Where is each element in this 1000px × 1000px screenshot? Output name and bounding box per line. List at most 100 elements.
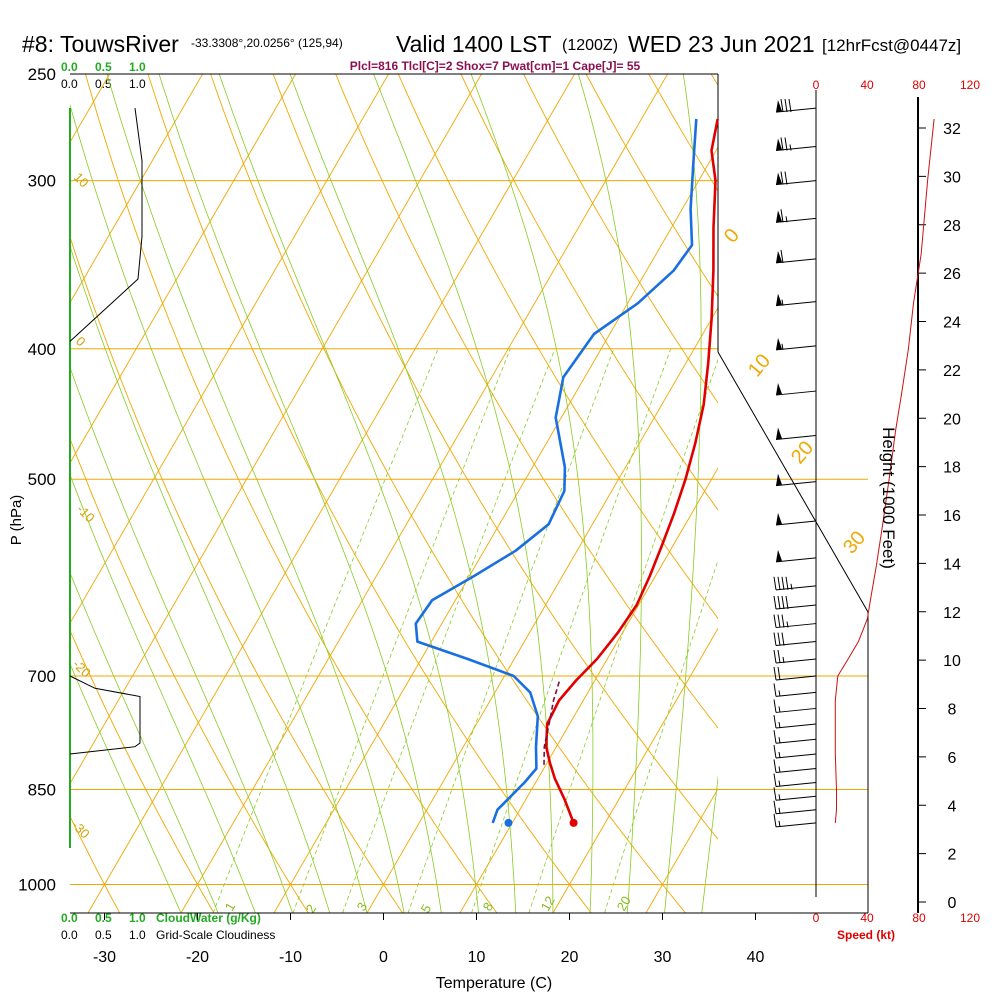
cloud-scale-label: 0.0 bbox=[61, 77, 78, 91]
barb-shaft bbox=[775, 557, 817, 563]
barb-half-feather bbox=[781, 343, 784, 350]
wind-barb bbox=[775, 337, 817, 351]
dry-adiabat-label: 0 bbox=[73, 334, 89, 350]
barb-pennant bbox=[776, 293, 782, 306]
moist-adiabat-line bbox=[218, 74, 479, 913]
isotherm-line bbox=[70, 74, 296, 464]
barb-feather bbox=[773, 787, 777, 801]
barb-shaft bbox=[775, 585, 817, 591]
barb-feather bbox=[781, 632, 785, 646]
barb-shaft bbox=[775, 822, 817, 828]
mixing-ratio-line bbox=[604, 559, 718, 913]
barb-feather bbox=[780, 171, 784, 185]
isotherm-line bbox=[832, 74, 1000, 913]
zulu-time: (1200Z) bbox=[562, 37, 618, 54]
barb-half-feather bbox=[778, 690, 781, 697]
cloudiness-line bbox=[69, 675, 141, 755]
dry-adiabat-line bbox=[70, 815, 121, 913]
wind-barb bbox=[773, 773, 817, 788]
wind-barb bbox=[773, 683, 817, 697]
dry-adiabat-line bbox=[335, 74, 718, 729]
speed-tick-label-bottom: 80 bbox=[912, 911, 926, 925]
barb-feather bbox=[773, 730, 777, 744]
wind-barb bbox=[775, 473, 817, 487]
barb-feather bbox=[773, 714, 777, 729]
temperature-tick-label: -20 bbox=[186, 949, 209, 966]
barb-feather bbox=[773, 759, 777, 773]
barb-shaft bbox=[775, 809, 817, 815]
barb-feather bbox=[788, 98, 792, 113]
cloud-scale-label: 0.5 bbox=[95, 911, 112, 925]
pressure-axis-label: P (hPa) bbox=[8, 495, 25, 546]
station-coords: -33.3308°,20.0256° (125,94) bbox=[191, 36, 343, 50]
dry-adiabat-line bbox=[899, 74, 1000, 913]
isotherm-line bbox=[0, 74, 17, 913]
wind-barb bbox=[775, 209, 817, 223]
speed-tick-label-top: 120 bbox=[960, 78, 980, 92]
mixing-ratio-label: 12 bbox=[538, 893, 558, 913]
temperature-tick-label: -10 bbox=[279, 949, 302, 966]
cloudiness-line bbox=[69, 108, 143, 342]
height-tick-label: 28 bbox=[943, 218, 961, 235]
forecast-info: [12hrFcst@0447z] bbox=[822, 36, 961, 55]
barb-feather bbox=[780, 249, 784, 263]
height-tick-label: 8 bbox=[948, 702, 957, 719]
barb-feather bbox=[785, 595, 789, 610]
barb-shaft bbox=[775, 390, 817, 396]
wind-barb bbox=[775, 171, 817, 186]
pressure-tick-label: 300 bbox=[28, 172, 56, 191]
wind-barb bbox=[775, 427, 817, 441]
barb-shaft bbox=[775, 723, 817, 729]
barb-feather bbox=[773, 744, 777, 759]
moist-adiabat-line bbox=[577, 74, 642, 913]
parcel-info: Plcl=816 Tlcl[C]=2 Shox=7 Pwat[cm]=1 Cap… bbox=[350, 59, 641, 73]
height-tick-label: 20 bbox=[943, 411, 961, 428]
barb-feather bbox=[773, 683, 777, 697]
barb-feather bbox=[781, 595, 785, 610]
temperature-ticks: -30 -20 -10 0 10 20 30 40 bbox=[93, 913, 765, 966]
barb-feather bbox=[780, 98, 784, 113]
height-tick-label: 32 bbox=[943, 121, 961, 138]
barb-pennant bbox=[776, 473, 782, 486]
cloud-scale-label: 0.0 bbox=[61, 911, 78, 925]
mixing-ratio-line bbox=[342, 348, 556, 913]
wind-barb bbox=[775, 549, 817, 563]
temperature-tick-label: 40 bbox=[747, 949, 765, 966]
barb-feather bbox=[780, 137, 784, 151]
wind-barb bbox=[773, 759, 817, 773]
trace-temperature bbox=[544, 118, 719, 824]
wind-barb bbox=[773, 744, 817, 759]
pressure-tick-label: 500 bbox=[28, 470, 56, 489]
moist-adiabat-line bbox=[70, 571, 219, 913]
cloud-scale-label: 1.0 bbox=[129, 60, 146, 74]
wind-barb bbox=[775, 98, 817, 113]
height-axis-label: Height (1000 Feet) bbox=[879, 427, 898, 569]
height-tick-label: 0 bbox=[948, 895, 957, 912]
barb-feather bbox=[780, 209, 784, 223]
pressure-tick-label: 400 bbox=[28, 340, 56, 359]
wind-barb bbox=[773, 649, 817, 664]
height-tick-label: 26 bbox=[943, 266, 961, 283]
trace-parcel bbox=[543, 679, 561, 765]
pressure-ticks: 250 300 400 500 700 850 1000 bbox=[18, 65, 56, 894]
height-tick-label: 10 bbox=[943, 653, 961, 670]
dry-adiabat-line bbox=[0, 74, 25, 913]
wind-barb bbox=[775, 383, 817, 396]
barb-shaft bbox=[775, 641, 817, 647]
barb-feather bbox=[773, 699, 777, 713]
height-tick-label: 12 bbox=[943, 605, 961, 622]
barb-half-feather bbox=[778, 721, 781, 729]
barb-shaft bbox=[775, 520, 817, 526]
plot-frame bbox=[70, 73, 869, 914]
barb-shaft bbox=[775, 738, 817, 744]
sounding-traces bbox=[414, 118, 719, 827]
cloud-scale-top-green: 0.0 0.5 1.0 bbox=[61, 60, 146, 74]
dry-adiabat-line bbox=[460, 74, 718, 511]
temperature-tick-label: 30 bbox=[654, 949, 672, 966]
moist-adiabat-line bbox=[739, 74, 852, 913]
barb-pennant bbox=[776, 138, 782, 151]
valid-time: Valid 1400 LST bbox=[396, 31, 552, 57]
barb-feather bbox=[773, 800, 777, 814]
